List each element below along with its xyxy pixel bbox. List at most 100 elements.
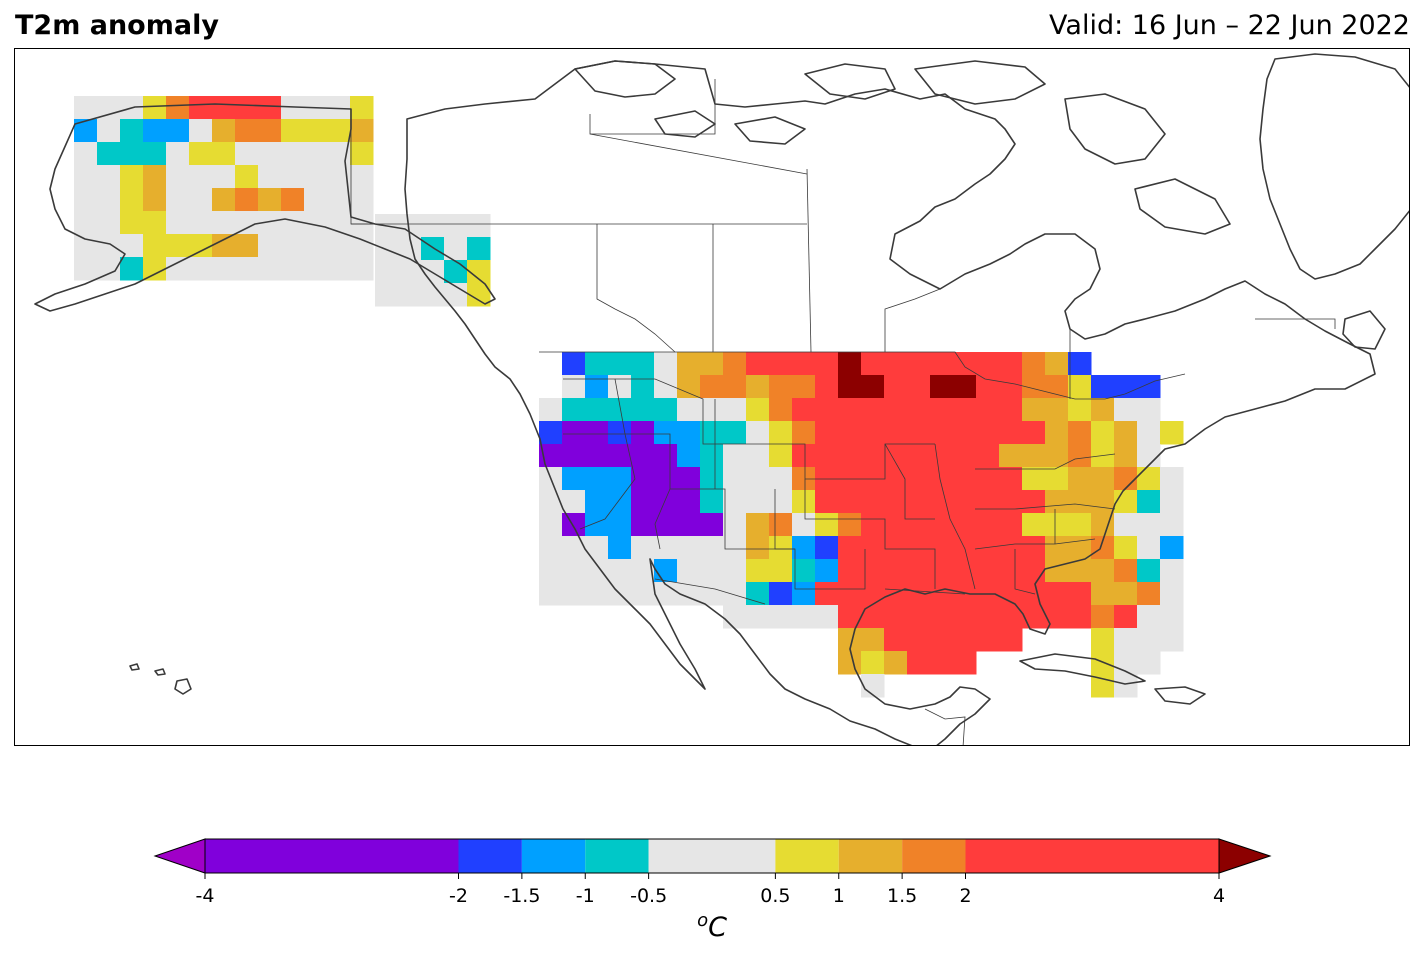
anomaly-cell: [746, 559, 770, 583]
anomaly-cell: [539, 582, 563, 606]
anomaly-cell: [1137, 398, 1161, 422]
anomaly-cell: [1022, 536, 1046, 560]
anomaly-cell: [769, 352, 793, 376]
anomaly-cell: [838, 490, 862, 514]
anomaly-cell: [562, 536, 586, 560]
anomaly-cell: [861, 559, 885, 583]
anomaly-cell: [999, 421, 1023, 445]
anomaly-cell: [585, 467, 609, 491]
anomaly-cell: [700, 444, 724, 468]
anomaly-cell: [792, 467, 816, 491]
anomaly-cell: [838, 398, 862, 422]
anomaly-cell: [585, 352, 609, 376]
anomaly-cell: [723, 467, 747, 491]
anomaly-cell: [907, 605, 931, 629]
anomaly-cell: [976, 559, 1000, 583]
anomaly-cell: [746, 582, 770, 606]
anomaly-cell: [631, 536, 655, 560]
anomaly-cell: [120, 211, 144, 235]
anomaly-cell: [212, 234, 236, 258]
colorbar-bin-7: [902, 839, 966, 873]
anomaly-cell: [189, 119, 213, 143]
anomaly-cell: [907, 352, 931, 376]
political-borders: [350, 79, 1336, 745]
anomaly-cell: [539, 421, 563, 445]
anomaly-cell: [74, 211, 98, 235]
anomaly-cell: [723, 352, 747, 376]
anomaly-cell: [1045, 444, 1069, 468]
anomaly-cell: [1045, 352, 1069, 376]
anomaly-cell: [1068, 490, 1092, 514]
anomaly-cell: [1022, 513, 1046, 537]
anomaly-cell: [97, 165, 121, 189]
anomaly-cell: [350, 165, 374, 189]
anomaly-cell: [861, 605, 885, 629]
anomaly-cell: [350, 257, 374, 281]
anomaly-cell: [1091, 513, 1115, 537]
anomaly-cell: [861, 674, 885, 698]
anomaly-cell: [97, 119, 121, 143]
anomaly-cell: [143, 96, 167, 120]
anomaly-cell: [74, 119, 98, 143]
anomaly-cell: [746, 398, 770, 422]
anomaly-cell: [884, 536, 908, 560]
anomaly-cell: [1160, 582, 1184, 606]
anomaly-cell: [281, 165, 305, 189]
anomaly-cell: [746, 467, 770, 491]
anomaly-cell: [1022, 421, 1046, 445]
anomaly-cell: [723, 582, 747, 606]
anomaly-cell: [953, 559, 977, 583]
anomaly-cell: [723, 490, 747, 514]
anomaly-cell: [677, 467, 701, 491]
anomaly-cell: [120, 142, 144, 166]
anomaly-cell: [539, 513, 563, 537]
coastlines: [34, 53, 1409, 745]
anomaly-cell: [792, 421, 816, 445]
anomaly-cell: [976, 398, 1000, 422]
anomaly-cell: [930, 467, 954, 491]
anomaly-cell: [838, 375, 862, 399]
anomaly-cell: [1091, 467, 1115, 491]
anomaly-cell: [585, 513, 609, 537]
anomaly-cell: [258, 165, 282, 189]
anomaly-cell: [1160, 513, 1184, 537]
anomaly-cell: [166, 165, 190, 189]
anomaly-cell: [585, 444, 609, 468]
anomaly-cell: [258, 142, 282, 166]
anomaly-cell: [608, 467, 632, 491]
anomaly-cell: [585, 536, 609, 560]
anomaly-cell: [281, 234, 305, 258]
anomaly-cell: [1068, 467, 1092, 491]
anomaly-cell: [120, 257, 144, 281]
anomaly-cell: [350, 211, 374, 235]
colorbar-overflow-triangle: [1218, 838, 1272, 874]
anomaly-cell: [884, 398, 908, 422]
anomaly-cell: [562, 559, 586, 583]
anomaly-cell: [120, 165, 144, 189]
anomaly-cell: [976, 628, 1000, 652]
anomaly-cell: [838, 628, 862, 652]
anomaly-cell: [953, 628, 977, 652]
colorbar-bin-4: [648, 839, 776, 873]
anomaly-grid: [74, 96, 1184, 698]
anomaly-cell: [143, 211, 167, 235]
anomaly-cell: [398, 260, 422, 284]
anomaly-cell: [677, 352, 701, 376]
anomaly-cell: [74, 188, 98, 212]
anomaly-cell: [166, 119, 190, 143]
anomaly-cell: [97, 188, 121, 212]
anomaly-cell: [1091, 421, 1115, 445]
anomaly-cell: [769, 605, 793, 629]
anomaly-cell: [1114, 421, 1138, 445]
anomaly-cell: [97, 234, 121, 258]
anomaly-cell: [1045, 582, 1069, 606]
anomaly-cell: [74, 142, 98, 166]
anomaly-cell: [1091, 559, 1115, 583]
anomaly-cell: [1114, 582, 1138, 606]
anomaly-cell: [930, 513, 954, 537]
anomaly-cell: [281, 142, 305, 166]
anomaly-cell: [608, 444, 632, 468]
anomaly-cell: [585, 559, 609, 583]
anomaly-cell: [166, 234, 190, 258]
anomaly-cell: [166, 211, 190, 235]
